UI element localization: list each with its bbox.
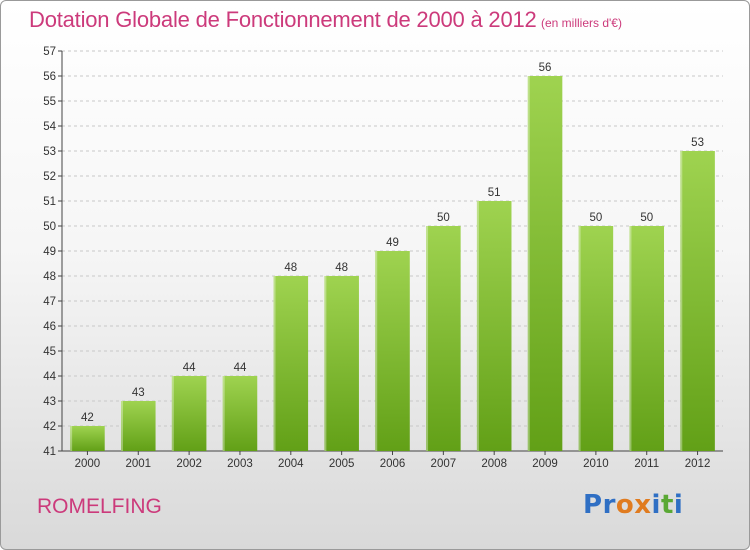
bar <box>324 276 359 451</box>
bar-highlight <box>527 76 530 451</box>
bar-highlight <box>426 226 429 451</box>
x-tick-label: 2012 <box>685 458 711 470</box>
bar-highlight <box>324 276 327 451</box>
bar <box>629 226 665 451</box>
y-tick-label: 53 <box>43 146 56 158</box>
x-tick-label: 2005 <box>329 458 355 470</box>
y-tick-label: 56 <box>43 71 56 83</box>
y-tick-label: 55 <box>43 96 56 108</box>
x-tick-label: 2008 <box>481 458 507 470</box>
bar-highlight <box>680 151 683 451</box>
bar <box>680 151 715 451</box>
bar-highlight <box>120 401 123 451</box>
y-tick-label: 43 <box>43 396 56 408</box>
bar-highlight <box>222 376 225 451</box>
y-tick-label: 48 <box>43 271 56 283</box>
chart-title: Dotation Globale de Fonctionnement de 20… <box>29 7 537 32</box>
x-tick-label: 2001 <box>125 458 151 470</box>
bar <box>70 426 105 451</box>
bar-highlight <box>578 226 581 451</box>
x-tick-label: 2002 <box>176 458 202 470</box>
x-tick-label: 2010 <box>583 458 609 470</box>
proxiti-logo: Proxiti <box>583 490 683 520</box>
bar-value-label: 49 <box>386 237 399 249</box>
y-tick-label: 47 <box>43 296 56 308</box>
bar <box>171 376 207 451</box>
bar <box>222 376 258 451</box>
bar-highlight <box>375 251 378 451</box>
bar-value-label: 50 <box>640 212 653 224</box>
logo-letter: i <box>673 490 684 520</box>
bar <box>527 76 563 451</box>
y-tick-label: 45 <box>43 346 56 358</box>
logo-letter: r <box>602 490 616 520</box>
logo-letter: P <box>583 490 603 520</box>
bar-highlight <box>171 376 174 451</box>
logo-letter: t <box>660 490 674 520</box>
x-tick-label: 2003 <box>227 458 253 470</box>
logo-letter: x <box>634 490 652 520</box>
x-tick-label: 2007 <box>431 458 457 470</box>
bar-highlight <box>70 426 73 451</box>
y-tick-label: 44 <box>43 371 56 383</box>
x-tick-label: 2011 <box>634 458 659 470</box>
bar-value-label: 42 <box>81 412 94 424</box>
x-tick-label: 2009 <box>532 458 558 470</box>
bar-value-label: 48 <box>335 262 348 274</box>
y-tick-label: 42 <box>43 421 56 433</box>
bar <box>578 226 614 451</box>
bar-highlight <box>629 226 632 451</box>
x-tick-label: 2006 <box>380 458 406 470</box>
bars <box>70 76 715 451</box>
bar-value-label: 51 <box>488 187 501 199</box>
bar <box>426 226 461 451</box>
y-tick-label: 50 <box>43 221 56 233</box>
x-tick-label: 2004 <box>278 458 304 470</box>
y-tick-label: 54 <box>43 121 56 133</box>
logo-letter: i <box>651 490 661 520</box>
bar-highlight <box>273 276 276 451</box>
bar <box>375 251 410 451</box>
bar-value-label: 53 <box>691 137 704 149</box>
commune-name: ROMELFING <box>37 495 162 518</box>
bar-value-label: 50 <box>589 212 602 224</box>
chart-subtitle: (en milliers d'€) <box>541 16 622 30</box>
bar-value-label: 44 <box>183 362 196 374</box>
y-tick-label: 57 <box>43 46 56 58</box>
y-tick-label: 51 <box>43 196 56 208</box>
bar-value-label: 43 <box>132 387 145 399</box>
y-tick-label: 41 <box>43 446 56 458</box>
y-tick-label: 46 <box>43 321 56 333</box>
y-tick-label: 52 <box>43 171 56 183</box>
bar-highlight <box>476 201 479 451</box>
y-tick-label: 49 <box>43 246 56 258</box>
bar <box>120 401 156 451</box>
bar-value-label: 50 <box>437 212 450 224</box>
logo-letter: o <box>615 490 635 520</box>
labels: 41 42 43 44 45 46 47 48 49 50 51 52 53 54 55 56 57 42 2000… <box>43 46 710 470</box>
bar-value-label: 44 <box>234 362 247 374</box>
bar <box>476 201 512 451</box>
bar <box>273 276 309 451</box>
bar-value-label: 56 <box>539 62 552 74</box>
x-tick-label: 2000 <box>75 458 101 470</box>
bar-value-label: 48 <box>284 262 297 274</box>
